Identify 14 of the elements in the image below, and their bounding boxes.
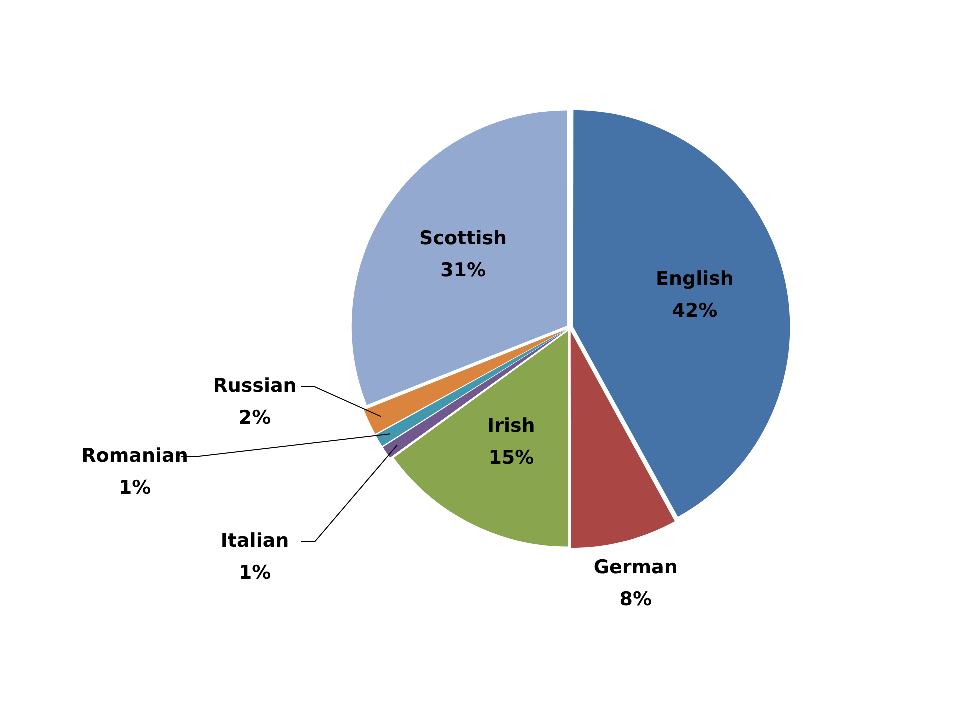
data-label: 15%: [488, 446, 534, 469]
slice-label: Russian: [213, 374, 297, 397]
slice-label: Irish: [488, 414, 536, 437]
slice-label: German: [594, 556, 678, 579]
slice-label: Scottish: [420, 227, 508, 250]
slice-label: Italian: [220, 530, 290, 552]
data-label: 31%: [440, 259, 486, 282]
data-label: 8%: [620, 588, 652, 611]
slice-label: English: [656, 268, 734, 290]
data-label: 2%: [238, 406, 272, 429]
data-label: 42%: [672, 300, 718, 322]
data-label: 1%: [238, 562, 272, 584]
slice-label: Romanian: [82, 444, 188, 467]
data-label: 1%: [118, 476, 152, 499]
